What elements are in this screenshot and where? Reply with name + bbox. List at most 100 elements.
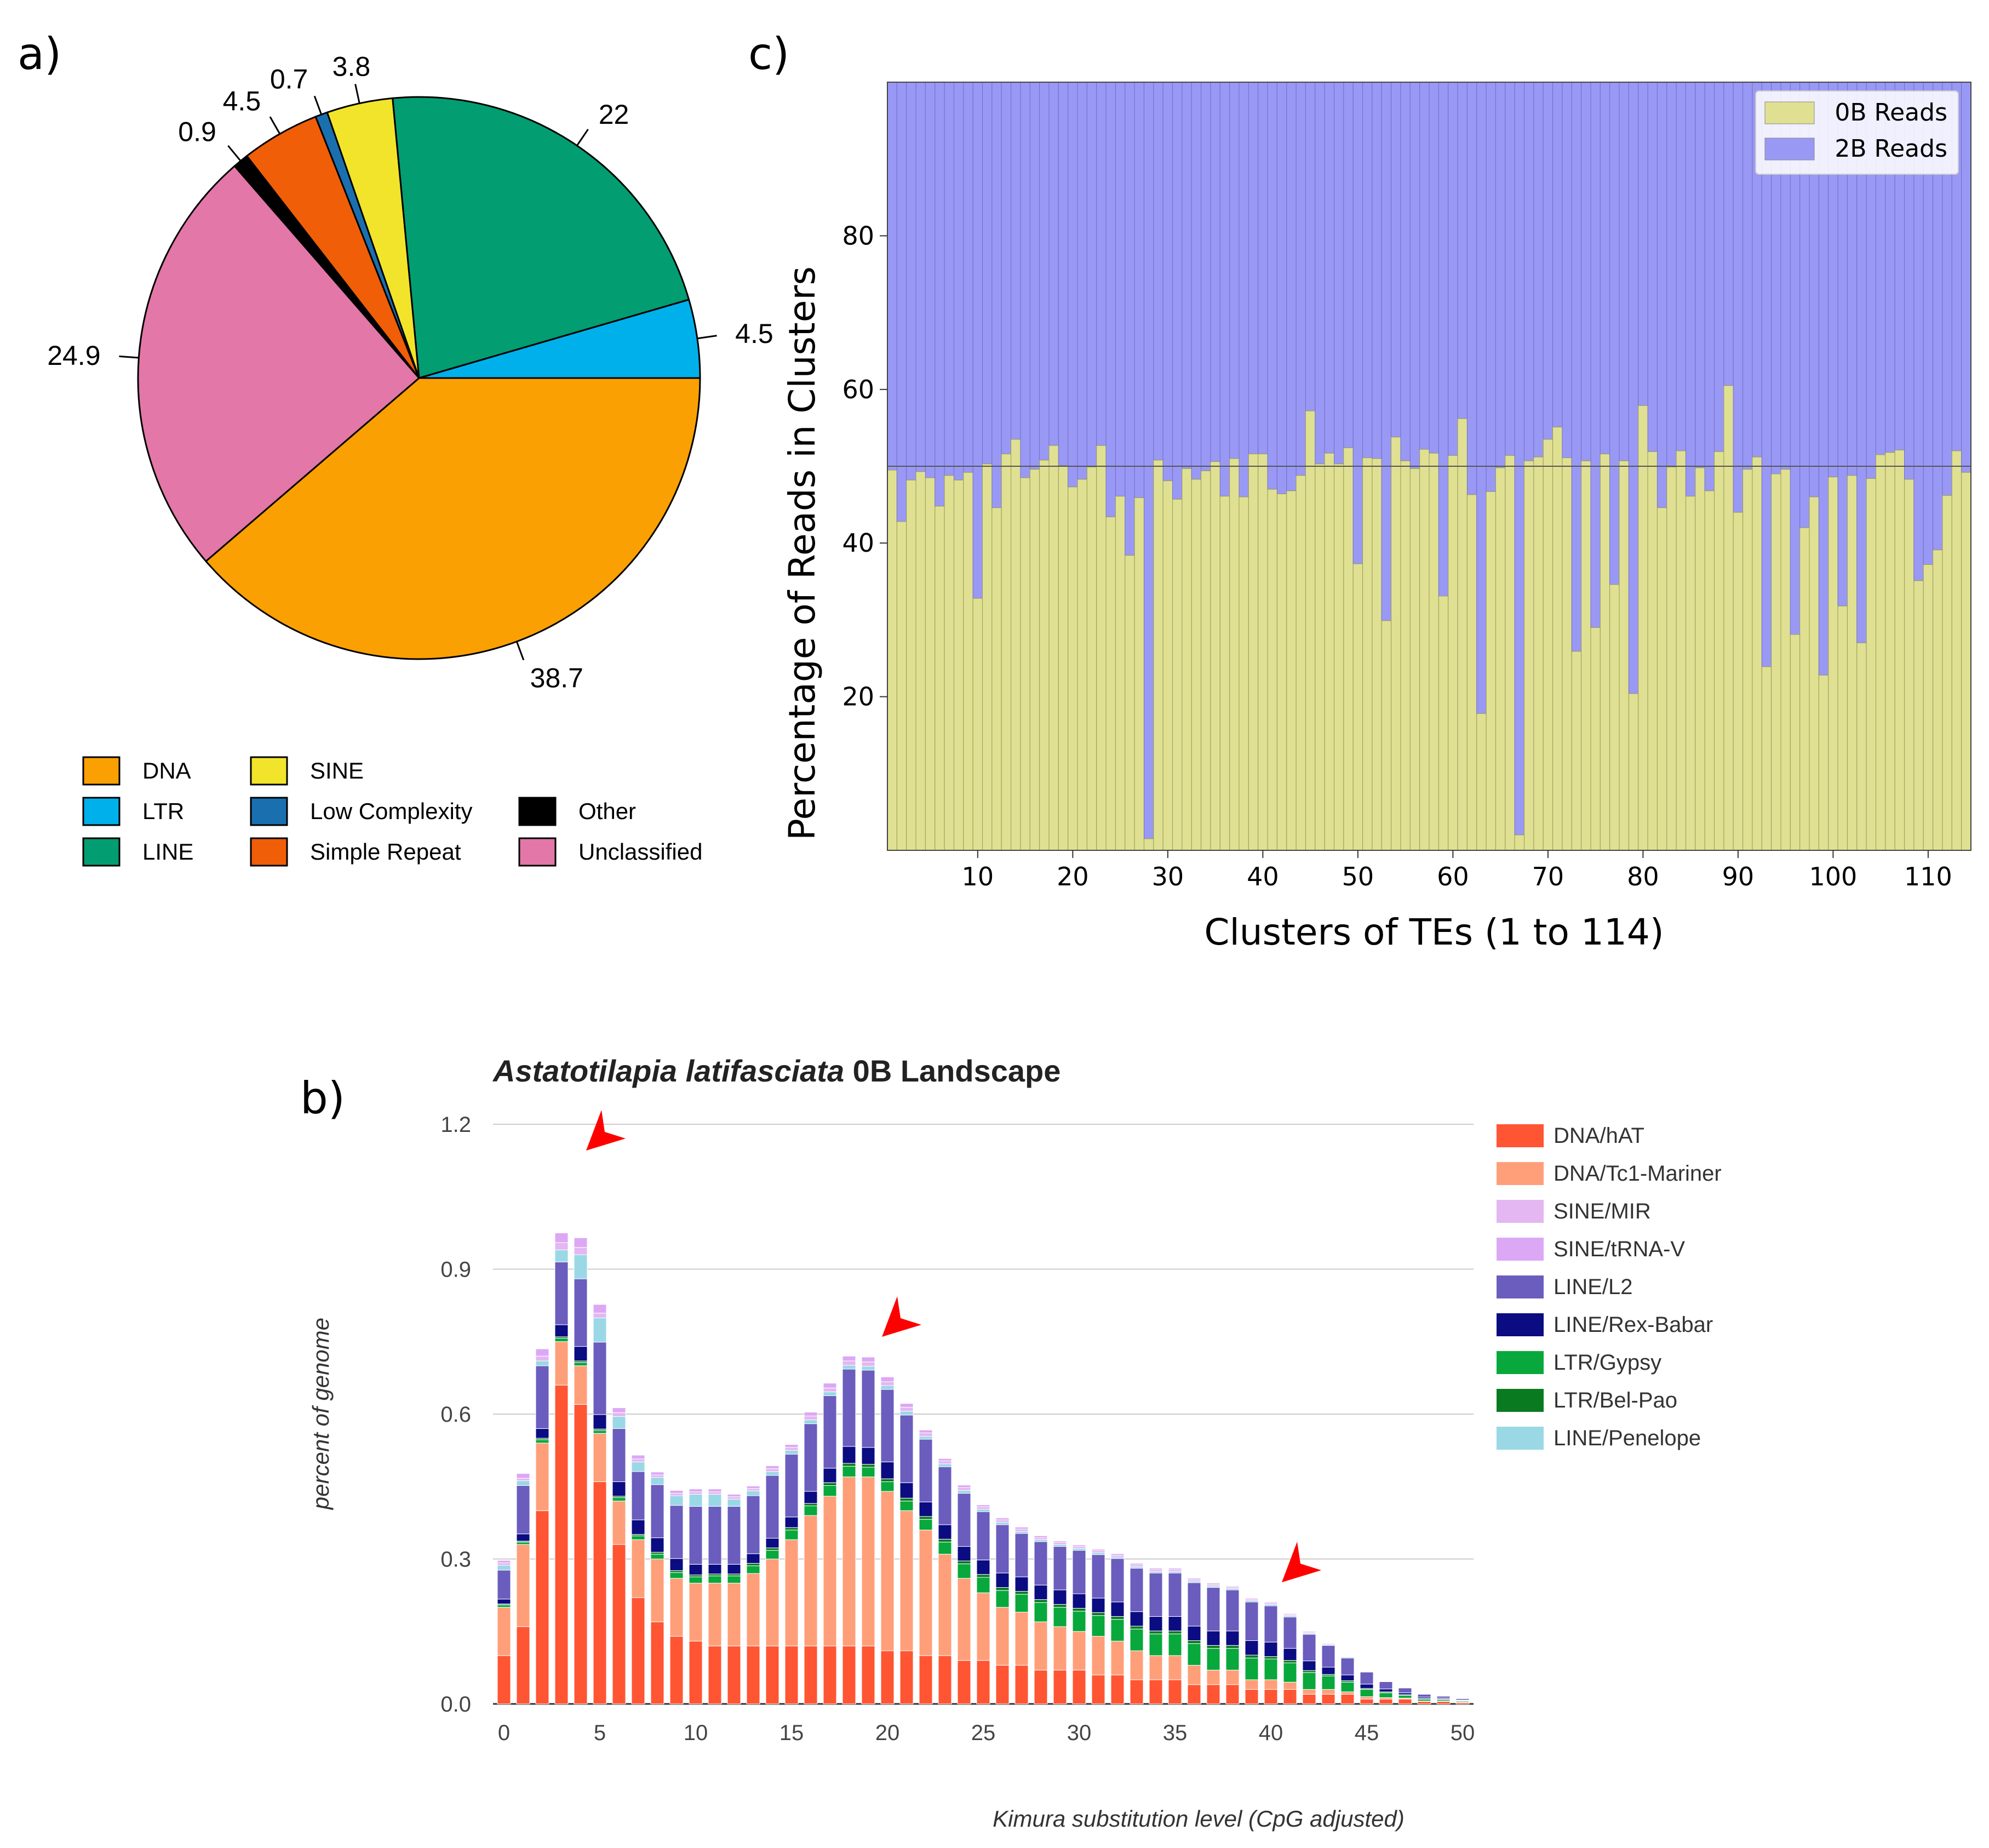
legend-label: DNA/Tc1-Mariner [1554,1162,1722,1186]
segment-dna-hat [1110,1674,1125,1704]
x-tick-label: 100 [1809,862,1858,891]
segment-sine-trna-v [919,1429,933,1433]
segment-sine-mir [1130,1564,1144,1567]
2b-reads-bar [1590,82,1601,628]
segment-ltr-bel-pao [1149,1630,1163,1634]
pie-value-label: 3.8 [333,51,371,82]
segment-dna-hat [938,1655,952,1704]
0b-reads-bar [1438,596,1449,851]
segment-sine-mir [1168,1569,1182,1572]
0b-reads-bar [1068,487,1078,851]
segment-dna-tc1-mariner [1091,1636,1105,1675]
2b-reads-bar [1552,82,1563,427]
legend-swatch [1497,1238,1544,1261]
segment-sine-trna-v [861,1357,875,1363]
segment-line-l2 [880,1389,895,1462]
segment-ltr-gypsy [1072,1611,1086,1632]
segment-line-rex-babar [612,1481,626,1497]
segment-ltr-gypsy [1340,1681,1355,1692]
segment-ltr-gypsy [727,1575,741,1584]
pie-value-label: 0.7 [270,64,308,94]
segment-dna-hat [1091,1674,1105,1704]
segment-ltr-gypsy [1034,1602,1048,1622]
segment-ltr-gypsy [574,1362,588,1366]
segment-dna-tc1-mariner [535,1443,549,1511]
2b-reads-bar [1676,82,1686,451]
segment-line-l2 [784,1454,799,1518]
0b-reads-bar [1695,467,1705,851]
segment-line-penelope [689,1494,703,1507]
legend-swatch-unclassified [518,837,557,867]
segment-dna-tc1-mariner [689,1583,703,1641]
segment-ltr-bel-pao [1014,1591,1029,1595]
segment-sine-trna-v [957,1485,971,1488]
segment-line-rex-babar [842,1446,856,1464]
segment-line-penelope [727,1498,741,1507]
0b-reads-bar [1086,466,1097,851]
segment-line-penelope [938,1463,952,1467]
legend-swatch [1497,1351,1544,1374]
x-tick-label: 20 [1057,862,1089,891]
legend-swatch-ltr [82,797,121,826]
segment-line-l2 [1245,1601,1259,1641]
arrow-annotation [586,1110,626,1151]
2b-reads-bar [1162,82,1173,482]
2b-reads-bar [1096,82,1107,446]
segment-dna-tc1-mariner [612,1501,626,1545]
legend-label: DNA [142,758,191,783]
y-tick-label: 20 [842,682,874,712]
2b-reads-bar [1961,82,1971,473]
segment-dna-hat [1379,1698,1393,1704]
x-tick-label: 10 [684,1721,708,1745]
segment-line-rex-babar [1034,1584,1048,1600]
segment-line-penelope [842,1365,856,1370]
2b-reads-bar [1466,82,1477,495]
segment-ltr-bel-pao [1168,1630,1182,1634]
segment-dna-tc1-mariner [1034,1621,1048,1670]
x-tick-label: 60 [1437,862,1469,891]
2b-reads-bar [1105,82,1116,518]
segment-ltr-bel-pao [899,1497,914,1502]
segment-dna-tc1-mariner [1072,1631,1086,1670]
segment-ltr-gypsy [650,1554,664,1560]
segment-sine-mir [1034,1537,1048,1540]
segment-line-penelope [631,1461,645,1472]
0b-reads-bar [1866,478,1876,851]
0b-reads-bar [1267,489,1277,851]
2b-reads-bar [953,82,964,480]
segment-line-rex-babar [669,1558,684,1571]
segment-ltr-gypsy [1283,1662,1297,1683]
segment-dna-hat [1360,1698,1374,1704]
2b-reads-bar [1505,82,1515,456]
y-tick-label: 0.9 [440,1258,471,1282]
segment-ltr-bel-pao [1264,1656,1278,1660]
segment-dna-tc1-mariner [765,1559,779,1646]
segment-dna-hat [497,1655,511,1704]
cluster-bar-chart: 20 40 60 80 10 20 30 40 50 60 70 80 90 100 110 0B Read… [781,82,1971,953]
segment-line-l2 [1264,1605,1278,1643]
segment-sine-mir [842,1360,856,1366]
2b-reads-bar [1324,82,1334,454]
0b-reads-bar [1951,450,1962,851]
segment-line-rex-babar [1225,1630,1240,1646]
0b-reads-bar [1676,450,1686,851]
0b-reads-bar [1790,634,1801,851]
2b-reads-bar [935,82,945,507]
0b-reads-bar [1372,458,1382,851]
segment-line-l2 [1091,1554,1105,1599]
segment-dna-hat [535,1510,549,1704]
2b-reads-bar [1609,82,1620,585]
segment-dna-hat [708,1645,722,1704]
segment-ltr-bel-pao [1302,1670,1316,1673]
segment-line-penelope [612,1416,626,1429]
0b-reads-bar [1191,479,1202,851]
2b-reads-bar [1315,82,1325,465]
0b-reads-bar [972,598,983,851]
segment-line-rex-babar [1187,1626,1201,1641]
2b-reads-bar [1733,82,1744,513]
segment-line-penelope [919,1436,933,1440]
2b-reads-bar [1086,82,1097,467]
segment-line-penelope [1091,1552,1105,1555]
segment-sine-trna-v [995,1518,1010,1520]
x-tick-label: 35 [1163,1721,1188,1745]
